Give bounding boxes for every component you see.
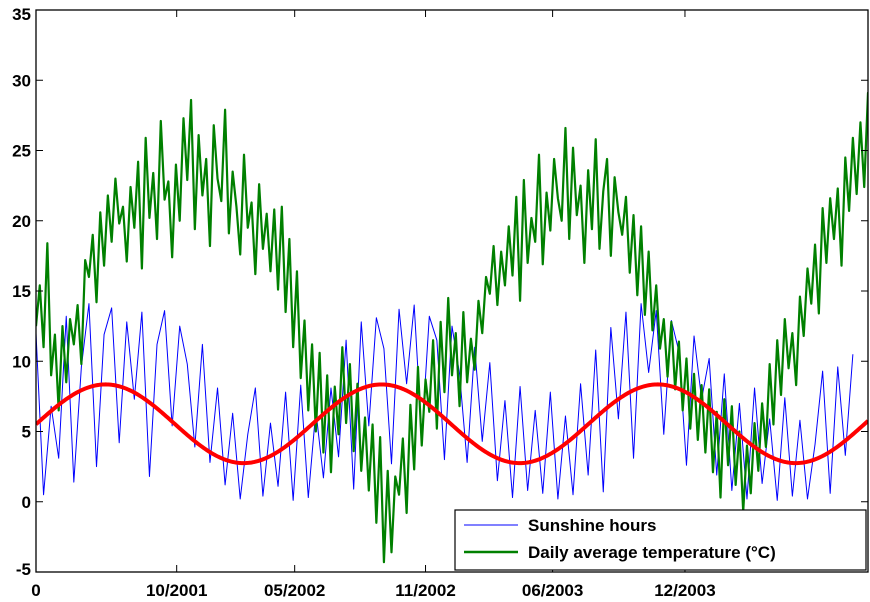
x-axis: 0 10/2001 05/2002 11/2002 06/2003 12/2003 — [31, 10, 716, 600]
y-tick-label: 15 — [12, 282, 31, 301]
legend-label-temperature: Daily average temperature (°C) — [528, 543, 776, 562]
y-tick-label: 35 — [12, 5, 31, 24]
series-layer — [36, 91, 868, 564]
x-tick-label: 06/2003 — [522, 581, 583, 600]
y-tick-label: 5 — [22, 423, 31, 442]
y-tick-label: 10 — [12, 352, 31, 371]
legend-box — [454, 509, 867, 571]
y-tick-label: 20 — [12, 212, 31, 231]
series-line-sunshine — [36, 303, 854, 501]
x-tick-label: 0 — [31, 581, 40, 600]
x-tick-label: 10/2001 — [146, 581, 207, 600]
y-tick-label: 0 — [22, 493, 31, 512]
legend-label-sunshine: Sunshine hours — [528, 516, 656, 535]
series-line-fit — [36, 382, 868, 466]
x-tick-label: 12/2003 — [654, 581, 715, 600]
y-tick-label: -5 — [16, 560, 31, 579]
y-axis: -5 0 5 10 15 20 25 30 35 — [12, 5, 868, 579]
legend: Sunshine hours Daily average temperature… — [454, 509, 867, 571]
x-tick-label: 11/2002 — [395, 581, 456, 600]
y-tick-label: 25 — [12, 142, 31, 161]
y-tick-label: 30 — [12, 71, 31, 90]
series-line-temperature — [36, 91, 868, 564]
x-tick-label: 05/2002 — [264, 581, 325, 600]
